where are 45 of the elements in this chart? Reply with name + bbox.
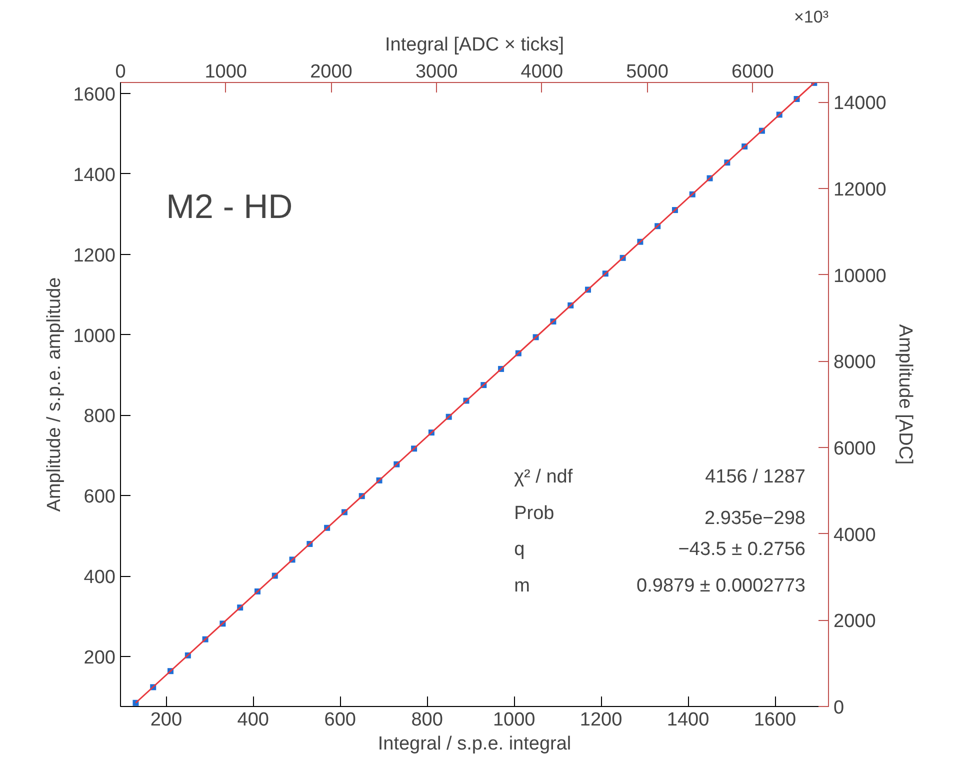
- x-tick-label: 1000: [492, 710, 536, 730]
- text: ×10³: [794, 8, 829, 26]
- x-tick-label: 1400: [666, 710, 710, 730]
- x2-tick-label: 4000: [520, 62, 564, 82]
- y-axis-title: Amplitude / s.p.e. amplitude: [44, 277, 66, 512]
- y2-tick-label: 6000: [834, 438, 876, 460]
- annotation: 4156 / 1287: [705, 466, 806, 488]
- annotation: m: [514, 575, 530, 596]
- y2-tick-label: 14000: [834, 93, 886, 114]
- y-tick-label: 800: [84, 406, 116, 428]
- y-tick-label: 200: [84, 648, 116, 669]
- y-tick-label: 400: [84, 567, 116, 588]
- y-tick-label: 1600: [73, 84, 116, 106]
- x2-tick-label: 1000: [204, 62, 248, 82]
- x-tick-label: 1200: [580, 710, 622, 730]
- x2-axis-title: Integral [ADC × ticks]: [385, 34, 564, 56]
- y-tick-label: 1000: [73, 326, 116, 347]
- y2-tick-label: 2000: [834, 611, 876, 632]
- y2-tick-label: 12000: [834, 179, 886, 200]
- x-tick-label: 600: [324, 710, 356, 730]
- x2-tick-label: 5000: [626, 62, 668, 82]
- x-tick-label: 400: [237, 710, 269, 730]
- x2-tick-label: 0: [115, 62, 126, 82]
- x2-tick-label: 6000: [732, 62, 774, 82]
- annotation: M2 - HD: [166, 188, 293, 226]
- annotation: Prob: [514, 502, 554, 524]
- x-tick-label: 800: [411, 710, 443, 730]
- annotation: 0.9879 ± 0.0002773: [636, 575, 806, 596]
- annotation: 2.935e−298: [704, 508, 806, 529]
- y-tick-label: 600: [84, 486, 116, 508]
- annotation: χ² / ndf: [514, 466, 574, 488]
- y2-tick-label: 10000: [834, 266, 886, 287]
- annotation: −43.5 ± 0.2756: [678, 539, 806, 560]
- x-tick-label: 200: [150, 710, 182, 730]
- y2-tick-label: 8000: [834, 352, 876, 374]
- y2-axis-title: Amplitude [ADC]: [894, 324, 916, 465]
- x2-tick-label: 2000: [310, 62, 352, 82]
- y2-tick-label: 4000: [834, 524, 876, 546]
- x-tick-label: 1600: [754, 710, 796, 730]
- x2-tick-label: 3000: [415, 62, 458, 82]
- y-tick-label: 1200: [73, 245, 116, 266]
- y-tick-label: 1400: [73, 164, 116, 186]
- x-axis-title: Integral / s.p.e. integral: [378, 734, 572, 754]
- y2-tick-label: 0: [834, 698, 844, 718]
- annotation: q: [514, 539, 525, 560]
